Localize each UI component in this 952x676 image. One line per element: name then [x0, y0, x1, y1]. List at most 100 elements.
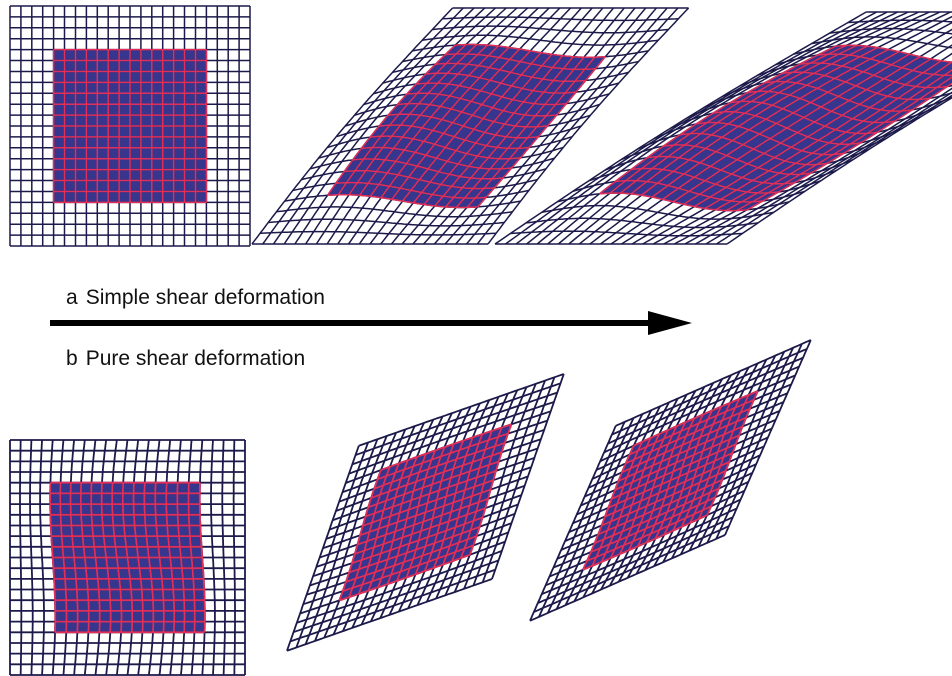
inner-grid-line: [455, 43, 606, 59]
grid-line: [716, 94, 952, 245]
grid-line: [481, 376, 556, 583]
inner-grid-line: [672, 406, 722, 532]
grid-line: [611, 348, 808, 436]
inner-grid-line: [387, 113, 539, 139]
inner-grid-line: [435, 62, 586, 83]
inner-grid-line: [618, 425, 743, 482]
grid-line: [829, 27, 952, 35]
inner-grid-line: [423, 440, 465, 572]
grid-line: [232, 440, 236, 676]
inner-grid-line: [451, 430, 493, 562]
inner-grid-line: [414, 443, 455, 575]
simple-shear-stage-2-mesh: [251, 7, 690, 245]
inner-grid-line: [729, 100, 878, 135]
inner-grid-line: [445, 53, 596, 71]
inner-grid-line: [633, 390, 759, 447]
inner-grid-line: [706, 390, 759, 516]
grid-line: [422, 34, 659, 46]
inner-grid-line: [143, 482, 155, 633]
inner-grid-line: [365, 470, 497, 518]
inner-grid-line: [663, 410, 713, 536]
grid-line: [487, 7, 690, 245]
inner-grid-line: [154, 482, 165, 633]
inner-grid-line: [415, 82, 567, 106]
grid-line: [455, 7, 657, 245]
inner-mesh-lines: [338, 423, 513, 602]
row-b-pure-shear: [9, 339, 812, 676]
inner-mesh-lines: [598, 44, 952, 212]
arrow-head: [648, 311, 692, 335]
caption-simple-shear: a Simple shear deformation: [66, 286, 325, 310]
inner-grid-line: [433, 437, 474, 569]
inner-grid-line: [747, 90, 895, 124]
inner-mesh-lines: [49, 481, 206, 634]
inner-grid-line: [423, 53, 553, 205]
grid-line: [432, 25, 669, 34]
grid-line: [210, 439, 216, 676]
inner-grid-line: [715, 61, 952, 211]
panel-letter-b: b: [66, 347, 78, 370]
inner-grid-line: [359, 488, 491, 537]
grid-line: [358, 373, 565, 447]
inner-grid-line: [132, 482, 144, 633]
inner-mesh-lines: [582, 390, 759, 571]
inner-mesh-lines: [52, 48, 208, 204]
pure-shear-stage-2-mesh: [286, 373, 565, 652]
inner-grid-line: [693, 58, 931, 208]
inner-grid-line: [654, 414, 704, 539]
simple-shear-stage-1-mesh: [9, 5, 251, 247]
caption-pure-shear: b Pure shear deformation: [66, 347, 305, 371]
inner-grid-line: [781, 71, 930, 101]
inner-grid-line: [466, 56, 596, 208]
grid-line: [847, 19, 952, 24]
grid-line: [221, 439, 226, 676]
inner-grid-line: [683, 56, 921, 205]
inner-grid-line: [614, 434, 740, 491]
inner-grid-line: [764, 80, 913, 112]
grid-line: [705, 91, 952, 245]
inner-grid-line: [704, 60, 942, 210]
inner-grid-line: [165, 482, 176, 633]
inner-grid-line: [406, 92, 557, 117]
inner-grid-line: [477, 56, 606, 208]
row-a-simple-shear: [9, 5, 952, 247]
inner-grid-line: [725, 68, 952, 212]
inner-grid-line: [625, 407, 751, 465]
inner-grid-line: [799, 62, 948, 89]
inner-grid-line: [198, 482, 206, 633]
inner-region: [327, 44, 606, 208]
grid-line: [491, 373, 565, 580]
inner-grid-line: [680, 402, 731, 528]
caption-simple-shear-text: Simple shear deformation: [85, 286, 325, 309]
inner-grid-line: [746, 82, 952, 211]
inner-grid-line: [442, 433, 484, 565]
inner-grid-line: [373, 442, 505, 490]
grid-line: [697, 351, 786, 548]
grid-line: [348, 401, 555, 475]
inner-grid-line: [697, 394, 750, 520]
grid-line: [472, 380, 546, 586]
inner-grid-line: [712, 111, 861, 145]
grid-line: [695, 87, 952, 245]
inner-grid-line: [468, 423, 513, 556]
inner-grid-line: [460, 427, 503, 559]
inner-grid-line: [621, 416, 747, 474]
inner-grid-line: [412, 52, 542, 204]
inner-grid-line: [455, 56, 585, 208]
inner-grid-line: [817, 53, 952, 77]
grid-line: [706, 347, 794, 544]
inner-grid-line: [362, 479, 494, 527]
inner-mesh-lines: [326, 43, 606, 209]
inner-grid-line: [380, 423, 512, 471]
grid-line: [811, 36, 952, 49]
grid-line: [442, 16, 679, 22]
inner-grid-line: [397, 102, 548, 128]
inner-grid-line: [370, 451, 502, 499]
inner-grid-line: [187, 482, 196, 633]
inner-region: [599, 45, 952, 211]
inner-grid-line: [835, 44, 952, 63]
caption-pure-shear-text: Pure shear deformation: [85, 347, 306, 370]
grid-line: [465, 7, 668, 245]
grid-line: [724, 339, 812, 536]
